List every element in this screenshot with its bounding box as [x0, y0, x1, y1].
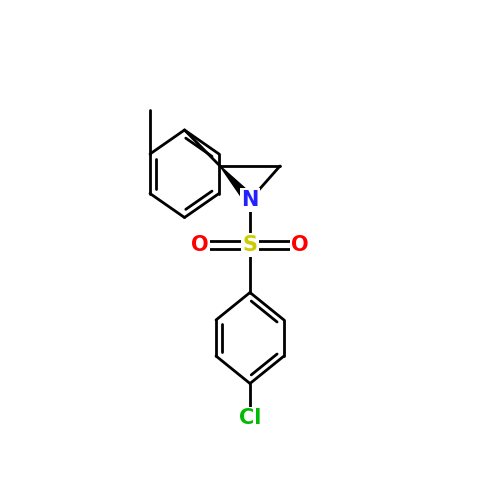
Text: O: O: [191, 235, 209, 255]
Text: Cl: Cl: [239, 408, 261, 428]
Text: O: O: [291, 235, 309, 255]
Text: N: N: [242, 190, 258, 210]
Polygon shape: [220, 166, 254, 203]
Text: S: S: [242, 235, 258, 255]
